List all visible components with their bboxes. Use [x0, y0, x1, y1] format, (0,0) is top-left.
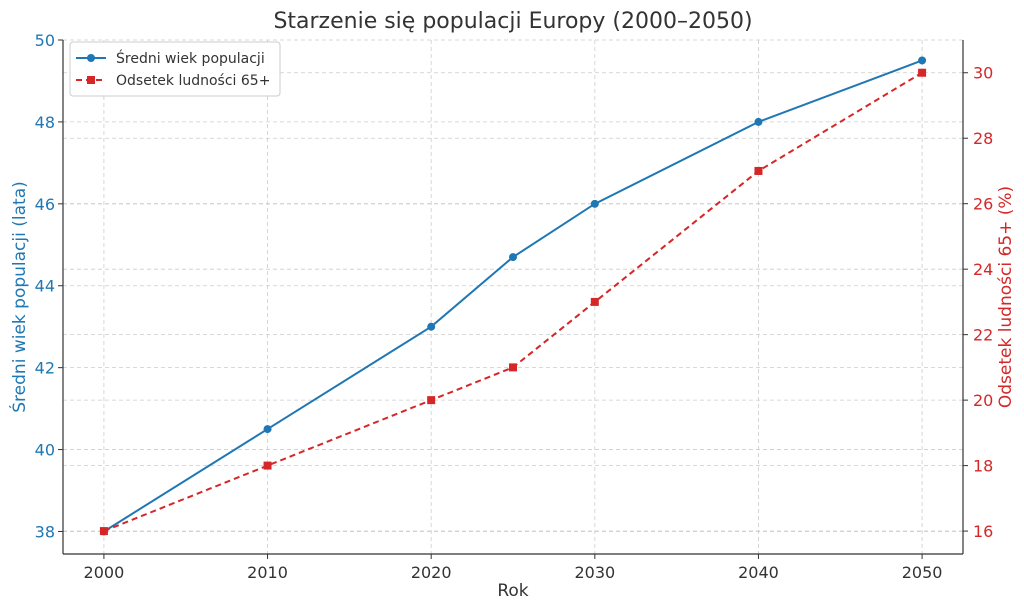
y-tick-label-right: 24 — [973, 260, 993, 279]
data-point-series-2 — [754, 166, 763, 175]
data-point-series-1 — [509, 253, 517, 262]
ticks: 2000 2010 2020 2030 2040 20503840424446485016… — [35, 31, 994, 582]
chart-title: Starzenie się populacji Europy (2000–205… — [273, 9, 752, 34]
data-point-series-2 — [509, 363, 517, 372]
y-tick-label-left: 46 — [35, 195, 55, 214]
y-tick-label-left: 44 — [35, 277, 55, 296]
y-tick-label-left: 48 — [35, 113, 55, 132]
data-point-series-1 — [754, 117, 763, 126]
data-point-series-1 — [590, 199, 599, 208]
data-point-series-2 — [263, 461, 272, 470]
data-point-series-2 — [99, 527, 108, 536]
x-axis-label: Rok — [497, 581, 528, 601]
y-tick-label-right: 26 — [973, 195, 993, 214]
y-axis-label-left: Średni wiek populacji (lata) — [8, 181, 30, 412]
data-point-series-1 — [427, 322, 436, 331]
legend-box — [69, 41, 281, 97]
y-tick-label-right: 20 — [973, 391, 993, 410]
y-tick-label-right: 16 — [973, 522, 993, 541]
grid — [63, 39, 963, 554]
y-tick-label-left: 42 — [35, 359, 55, 378]
legend: Średni wiek populacji Odsetek ludności 6… — [69, 41, 281, 97]
y-tick-label-left: 40 — [35, 441, 55, 460]
data-point-series-2 — [918, 68, 927, 77]
series-line-2 — [103, 71, 923, 533]
data-point-series-2 — [427, 396, 436, 405]
x-tick-label: 2010 — [247, 563, 288, 582]
y-tick-label-left: 38 — [35, 522, 55, 541]
data-point-series-1 — [263, 425, 272, 434]
y-tick-label-right: 28 — [973, 129, 993, 148]
x-tick-label: 2030 — [574, 563, 615, 582]
x-tick-label: 2050 — [902, 563, 943, 582]
series-layer — [99, 56, 927, 536]
legend-marker-series-2 — [87, 76, 95, 84]
y-tick-label-right: 30 — [973, 64, 993, 83]
x-tick-label: 2040 — [738, 563, 779, 582]
data-point-series-1 — [918, 56, 927, 65]
legend-label-series-2: Odsetek ludności 65+ — [116, 73, 270, 89]
y-tick-label-right: 22 — [973, 326, 993, 345]
x-tick-label: 2000 — [84, 563, 125, 582]
y-tick-label-left: 50 — [35, 31, 55, 50]
x-tick-label: 2020 — [411, 563, 452, 582]
legend-label-series-1: Średni wiek populacji — [116, 49, 265, 67]
legend-marker-series-1 — [87, 54, 95, 62]
axes — [62, 40, 964, 555]
y-tick-label-right: 18 — [973, 457, 993, 476]
series-line-1 — [103, 59, 923, 533]
y-axis-label-right: Odsetek ludności 65+ (%) — [996, 186, 1016, 408]
data-point-series-2 — [590, 297, 599, 306]
